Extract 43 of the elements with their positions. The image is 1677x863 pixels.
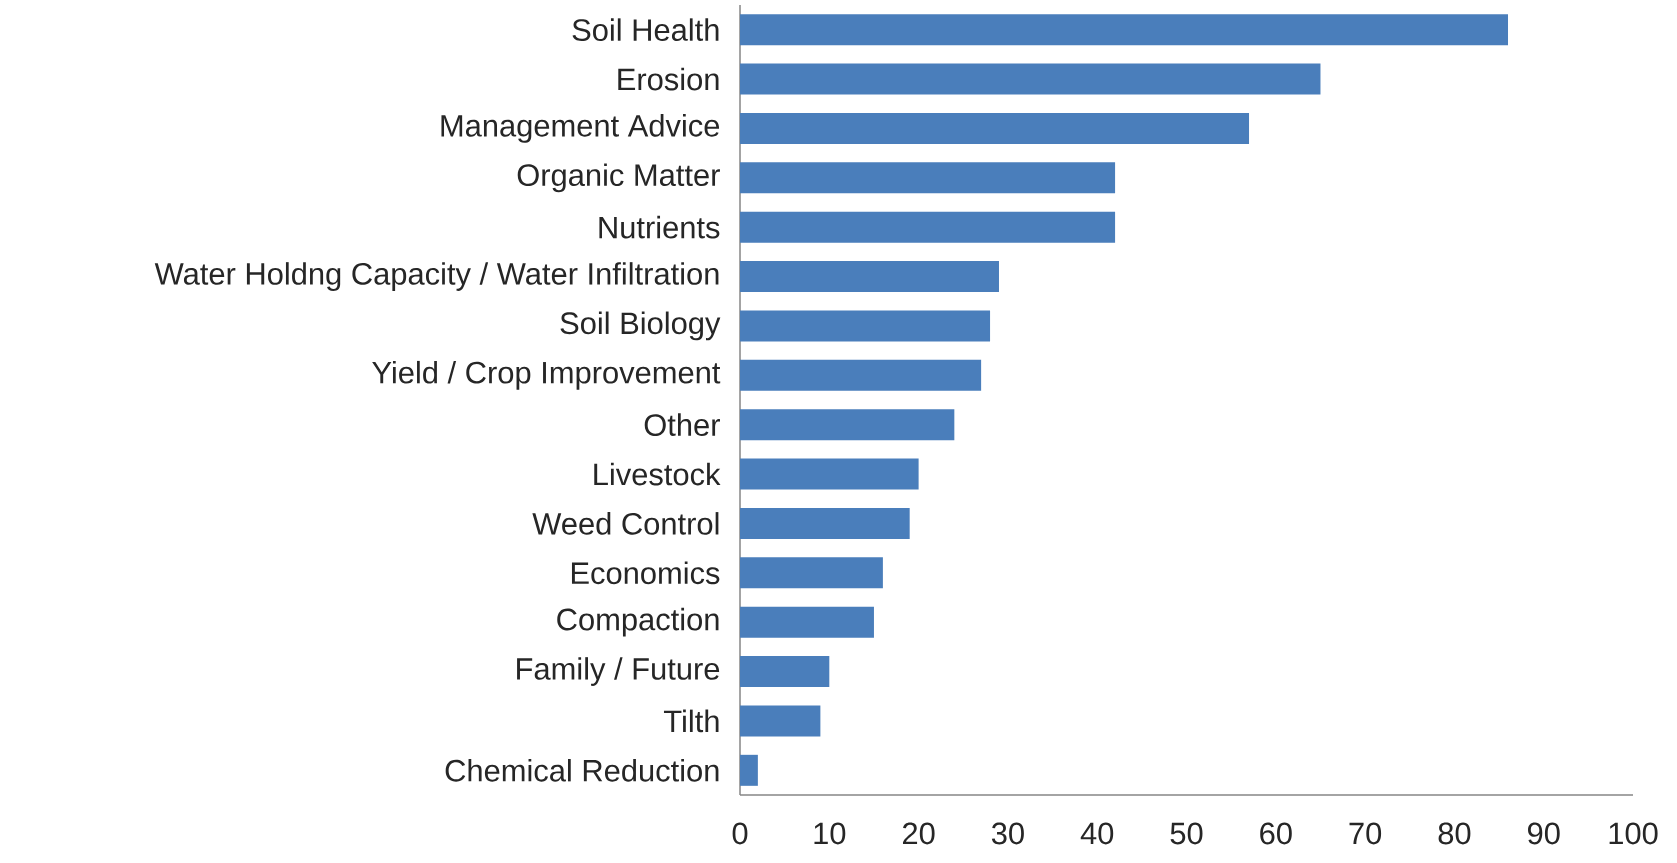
y-tick-label: Compaction: [557, 607, 719, 637]
y-tick-label: Livestock: [594, 462, 721, 486]
bar: [740, 606, 874, 638]
x-tick-label: 70: [1349, 822, 1382, 845]
y-tick-label: Economics: [571, 561, 720, 585]
x-tick-label: 0: [732, 822, 748, 845]
bar: [740, 261, 999, 293]
bar: [740, 14, 1509, 46]
bar: [740, 310, 991, 342]
bar: [740, 507, 910, 539]
bar: [740, 63, 1321, 95]
y-tick-label: Other: [644, 413, 720, 437]
y-tick-label: Family / Future: [517, 657, 720, 686]
bar: [740, 162, 1116, 194]
x-tick-label: 30: [991, 822, 1024, 845]
y-tick-label: Management Advice: [441, 114, 720, 143]
bar: [740, 557, 883, 589]
bar: [740, 705, 821, 737]
bar: [740, 656, 830, 688]
x-tick-label: 50: [1170, 822, 1203, 845]
x-tick-label: 20: [902, 822, 935, 845]
y-tick-label: Soil Health: [572, 18, 719, 42]
bar: [740, 359, 982, 391]
x-tick-label: 60: [1260, 822, 1292, 845]
y-tick-label: Tilth: [663, 709, 719, 733]
y-tick-label: Soil Biology: [560, 311, 721, 341]
y-tick-label: Erosion: [618, 67, 719, 91]
y-tick-label: Yield / Crop Improvement: [372, 360, 721, 390]
y-tick-label: Nutrients: [599, 215, 720, 239]
bar: [740, 458, 919, 490]
y-tick-label: Water Holdng Capacity / Water Infiltration: [154, 262, 719, 291]
x-tick-label: 10: [814, 822, 846, 845]
y-tick-label: Organic Matter: [517, 163, 720, 193]
x-tick-label: 90: [1528, 822, 1560, 845]
bar: [740, 211, 1116, 243]
bar: [740, 112, 1250, 144]
x-tick-label: 40: [1080, 822, 1114, 845]
bar: [740, 754, 758, 786]
y-tick-label: Weed Control: [532, 512, 719, 535]
x-tick-label: 100: [1609, 822, 1658, 845]
y-tick-label: Chemical Reduction: [445, 758, 719, 782]
x-tick-label: 80: [1438, 822, 1471, 845]
bar: [740, 409, 955, 441]
